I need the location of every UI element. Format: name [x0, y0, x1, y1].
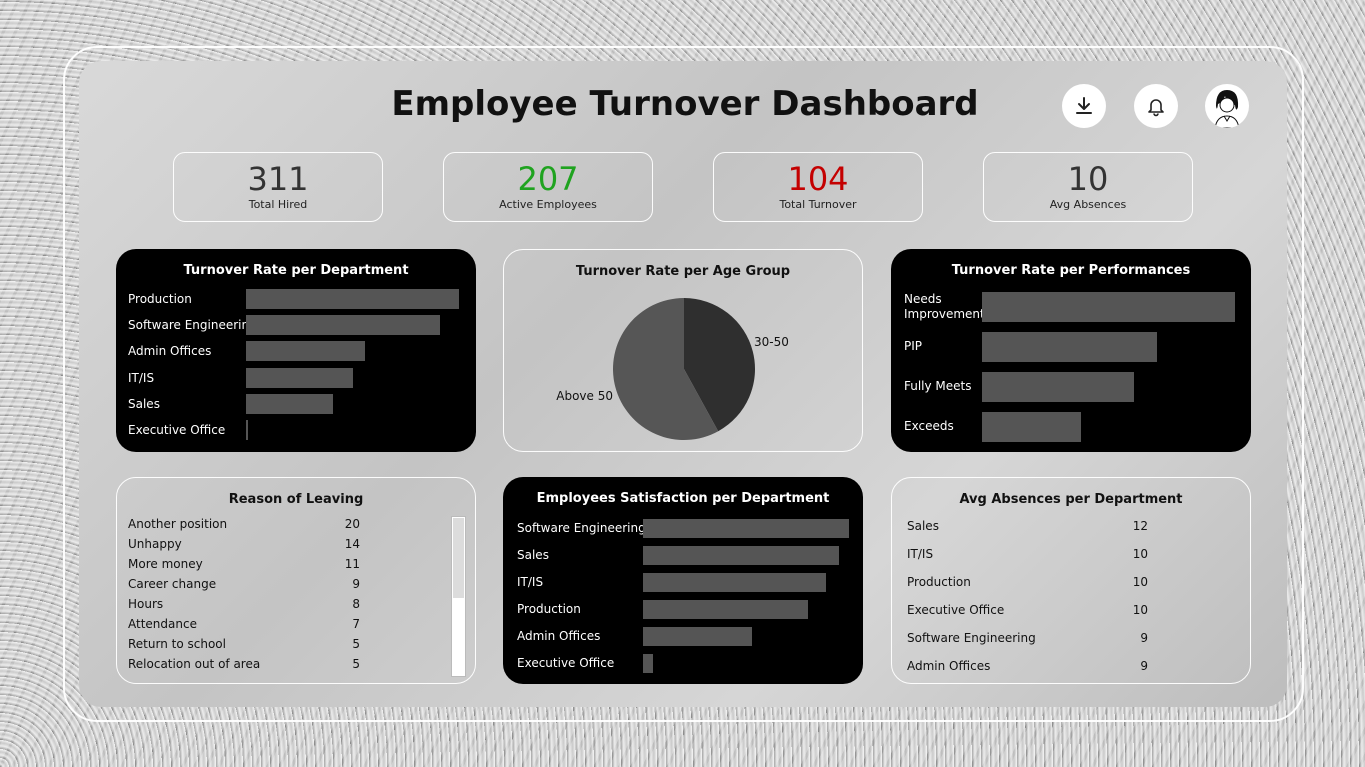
kpi-value: 207 [517, 160, 579, 198]
age-pie-chart: 30-50 Above 50 [556, 298, 789, 440]
kpi-total-turnover: 104 Total Turnover [713, 152, 923, 222]
card-title: Turnover Rate per Department [183, 263, 409, 278]
kpi-label: Avg Absences [1049, 198, 1127, 211]
bar [643, 519, 849, 538]
avatar-icon [1214, 90, 1240, 128]
bar-label: Software Engineering [128, 318, 257, 333]
reason-label: Return to school [128, 637, 226, 651]
reason-label: More money [128, 557, 203, 571]
reasons-card: Reason of Leaving [116, 477, 476, 684]
bar [246, 315, 440, 336]
bar-label: PIP [904, 339, 923, 353]
reason-label: Unhappy [128, 537, 182, 551]
absence-dept: Software Engineering [907, 631, 1036, 645]
absence-dept: Production [907, 575, 971, 589]
bar [643, 573, 827, 592]
kpi-value: 10 [1067, 160, 1109, 198]
card-title: Turnover Rate per Performances [951, 263, 1191, 278]
reason-count: 9 [352, 577, 360, 591]
absence-dept: IT/IS [907, 547, 934, 561]
bar [643, 654, 654, 673]
bar-label: Software Engineering [517, 521, 646, 535]
reason-count: 11 [344, 557, 360, 571]
kpi-active-employees: 207 Active Employees [443, 152, 653, 222]
bar [246, 393, 334, 414]
age-turnover-card: Turnover Rate per Age Group [503, 249, 863, 452]
card-title: Turnover Rate per Age Group [575, 264, 791, 279]
bar-label: Executive Office [517, 656, 615, 670]
download-icon [1076, 97, 1092, 114]
bar [643, 600, 808, 619]
pie-slice [684, 298, 755, 432]
reason-label: Hours [128, 597, 164, 611]
bar-label: Sales [128, 396, 160, 411]
absence-value: 10 [1132, 547, 1148, 561]
absence-dept: Executive Office [907, 603, 1005, 617]
bar-label: Executive Office [128, 423, 226, 437]
reason-label: Career change [128, 577, 217, 591]
absence-dept: Admin Offices [907, 659, 991, 673]
reason-count: 20 [344, 517, 360, 531]
pie-label: 30-50 [754, 335, 789, 349]
card-title: Reason of Leaving [228, 492, 364, 507]
bell-icon [1148, 99, 1164, 117]
bar [643, 546, 839, 565]
bar-label: Sales [517, 548, 549, 562]
scrollbar-thumb[interactable] [453, 518, 464, 598]
bar [982, 372, 1134, 402]
outer-frame [63, 46, 1304, 722]
kpi-avg-absences: 10 Avg Absences [983, 152, 1193, 222]
bar [246, 289, 459, 309]
bar [643, 627, 753, 646]
reason-label: Another position [128, 517, 228, 531]
bar [246, 420, 249, 440]
kpi-total-hired: 311 Total Hired [173, 152, 383, 222]
absence-dept: Sales [907, 519, 939, 533]
absence-value: 10 [1132, 575, 1148, 589]
user-avatar[interactable] [1205, 84, 1249, 128]
reason-label: Attendance [128, 617, 197, 631]
bar [982, 412, 1081, 442]
bar-label: Admin Offices [128, 344, 212, 359]
reason-count: 7 [352, 617, 360, 631]
bar-label: Admin Offices [517, 629, 601, 643]
pie-label: Above 50 [556, 389, 613, 403]
bar-label: Production [517, 602, 581, 616]
kpi-label: Total Hired [248, 198, 308, 211]
reason-label: Relocation out of area [128, 657, 261, 671]
absence-value: 10 [1132, 603, 1148, 617]
card-title: Avg Absences per Department [959, 492, 1183, 507]
bar-label: IT/IS [128, 370, 155, 385]
kpi-value: 104 [787, 160, 849, 198]
kpi-label: Total Turnover [779, 198, 857, 211]
reason-count: 5 [352, 657, 360, 671]
reason-count: 5 [352, 637, 360, 651]
bar-label: Production [128, 292, 192, 306]
bar [246, 367, 353, 388]
reason-count: 8 [352, 597, 360, 611]
absence-value: 9 [1140, 659, 1148, 673]
bar-label: Needs Improvement [904, 292, 985, 321]
absence-value: 9 [1140, 631, 1148, 645]
notifications-button[interactable] [1134, 84, 1178, 128]
absence-value: 12 [1132, 519, 1148, 533]
page-title: Employee Turnover Dashboard [391, 84, 979, 124]
bar-label: Fully Meets [904, 379, 972, 393]
kpi-value: 311 [247, 160, 309, 198]
pie-slice [613, 298, 719, 440]
reasons-scrollbar[interactable] [451, 516, 466, 677]
bar-label: IT/IS [517, 575, 544, 589]
bar [982, 332, 1157, 362]
download-button[interactable] [1062, 84, 1106, 128]
bar-label: Exceeds [904, 419, 954, 433]
bar [246, 341, 366, 362]
kpi-label: Active Employees [499, 198, 597, 211]
card-title: Employees Satisfaction per Department [536, 491, 830, 506]
bar [982, 292, 1235, 322]
reason-count: 14 [344, 537, 360, 551]
absences-card: Avg Absences per Department [891, 477, 1251, 684]
